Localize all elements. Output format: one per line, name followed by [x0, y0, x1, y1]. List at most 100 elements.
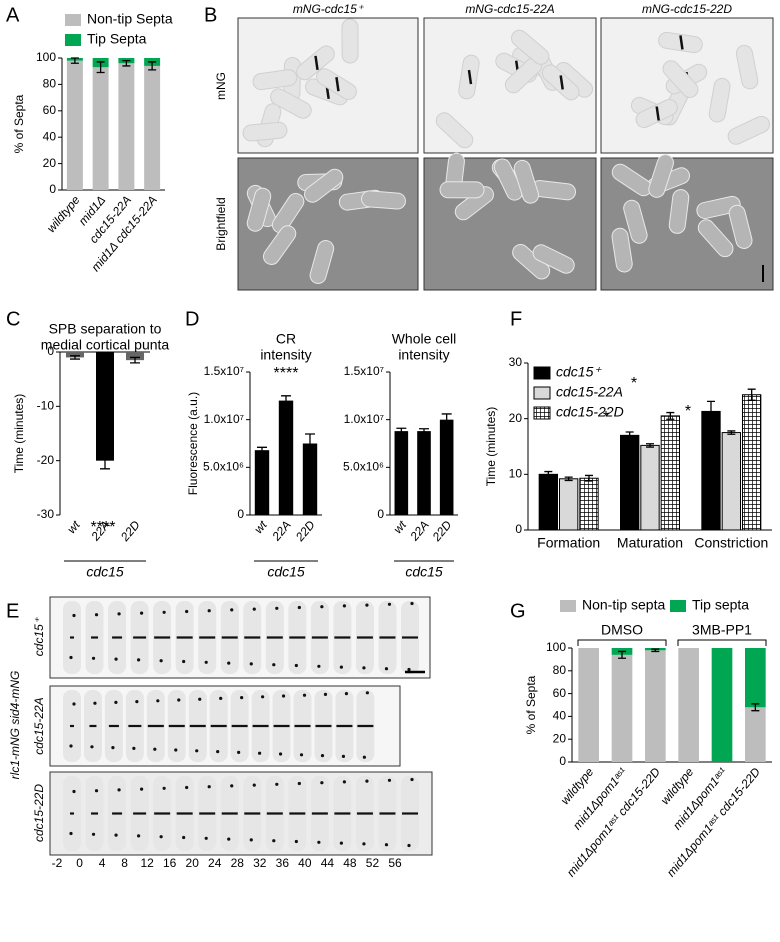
cell: [510, 29, 550, 65]
error-bar: [625, 431, 634, 440]
bar-segment: [745, 648, 766, 708]
strain-label: rlc1-mNG sid4-mNG: [8, 671, 22, 780]
bar: [620, 434, 640, 531]
spb: [159, 835, 163, 839]
error-bar: [70, 57, 79, 64]
group-label: cdc15: [405, 564, 443, 580]
septum: [467, 69, 473, 85]
legend-swatch: [560, 600, 576, 612]
bar: [559, 478, 579, 531]
spb: [69, 744, 73, 748]
spb: [237, 750, 241, 755]
spb: [91, 832, 96, 836]
spb: [299, 753, 304, 757]
y-tick-label: 60: [43, 103, 57, 117]
time-label: 0: [76, 856, 83, 870]
bar: [660, 415, 681, 531]
spb: [153, 747, 157, 751]
cell: [252, 69, 298, 91]
spb: [162, 786, 166, 790]
y-tick-label: 80: [43, 77, 57, 91]
y-tick-label: 20: [553, 731, 567, 745]
spb: [339, 665, 343, 669]
x-tick-label: Maturation: [617, 535, 683, 551]
x-tick-label: wildtype: [44, 193, 83, 235]
spb: [342, 604, 346, 608]
error-bar: [651, 648, 660, 653]
spb: [261, 695, 265, 699]
time-label: 36: [276, 856, 290, 870]
bar-segment: [745, 707, 766, 762]
spb: [362, 755, 366, 759]
micrographs: [237, 17, 774, 291]
spb: [249, 838, 253, 842]
error-bar: [96, 61, 105, 74]
y-tick-label: 60: [553, 686, 567, 700]
bar-segment: [611, 654, 633, 762]
spb: [362, 842, 366, 846]
error-bar: [122, 59, 131, 67]
column-label: mNG-cdc15⁺: [293, 2, 365, 16]
y-tick-label: 1.0x10⁷: [344, 412, 384, 426]
error-bar: [441, 413, 452, 427]
bar: [66, 352, 84, 358]
y-tick-label: 0: [377, 507, 384, 521]
error-bar: [751, 703, 760, 712]
time-label: 12: [140, 856, 154, 870]
y-tick-label: 0: [515, 522, 522, 536]
spb: [204, 660, 208, 664]
cell: [435, 112, 474, 149]
cell: [611, 227, 633, 273]
x-tick-label: 22D: [117, 518, 143, 545]
spb: [140, 611, 144, 615]
spb: [252, 607, 256, 611]
bar-segment: [144, 65, 161, 190]
panel-label: D: [185, 308, 199, 330]
legend-label: Tip septa: [692, 597, 749, 613]
x-tick-label: wt: [251, 517, 270, 536]
bar: [302, 443, 318, 515]
spb: [94, 613, 99, 617]
column-label: mNG-cdc15-22D: [642, 2, 732, 16]
bar-segment: [92, 67, 109, 190]
spb: [177, 698, 181, 702]
y-tick-label: 0: [47, 344, 54, 358]
error-bar: [544, 470, 553, 478]
time-label: 44: [321, 856, 335, 870]
spb: [198, 697, 202, 701]
y-tick-label: 1.5x10⁷: [204, 364, 244, 378]
y-tick-label: 20: [509, 411, 523, 425]
bar: [417, 431, 431, 515]
cell: [727, 115, 770, 145]
y-tick-label: 0: [559, 754, 566, 768]
error-bar: [618, 650, 626, 659]
spb: [258, 751, 262, 755]
spb: [384, 843, 389, 847]
time-label: 28: [231, 856, 245, 870]
chart-title: Whole cell: [392, 331, 457, 347]
x-tick-label: 22A: [269, 518, 294, 544]
cell: [662, 60, 699, 98]
y-tick-label: 5.0x10⁶: [343, 460, 384, 474]
bar: [278, 400, 294, 515]
bar: [126, 352, 144, 361]
spb: [362, 666, 366, 670]
spb: [227, 837, 231, 841]
spb: [117, 612, 121, 616]
x-tick-label: wt: [391, 517, 410, 536]
y-axis-label: Fluorescence (a.u.): [186, 392, 200, 495]
y-tick-label: 0: [237, 507, 244, 521]
time-label: 8: [121, 856, 128, 870]
column-label: mNG-cdc15-22A: [465, 2, 554, 16]
y-tick-label: 100: [546, 640, 566, 654]
group-label: 3MB-PP1: [692, 622, 752, 638]
panel-label: C: [6, 308, 20, 330]
spb: [216, 750, 220, 754]
legend-swatch: [65, 34, 81, 46]
chart-title: CR: [276, 331, 296, 347]
cell: [271, 192, 305, 234]
cell: [708, 77, 731, 123]
chart-title: intensity: [398, 347, 449, 363]
time-label: 4: [99, 856, 106, 870]
